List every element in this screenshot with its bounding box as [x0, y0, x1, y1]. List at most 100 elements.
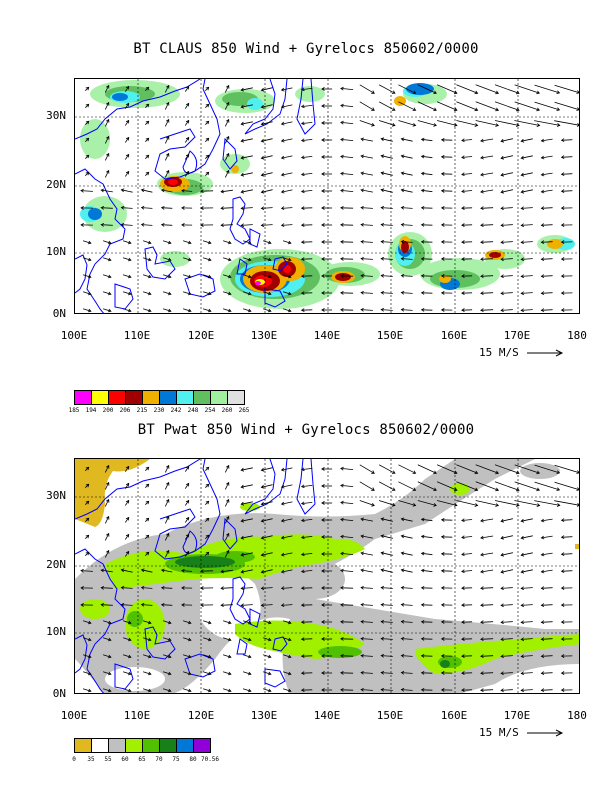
- wind-vector: [260, 552, 273, 557]
- wind-vector: [380, 205, 393, 210]
- wind-vector: [142, 654, 152, 659]
- colorbar-label: 60: [121, 756, 129, 763]
- wind-vector: [360, 602, 373, 607]
- wind-vector: [104, 549, 110, 558]
- wind-vector: [560, 671, 573, 675]
- wind-vector: [262, 637, 272, 642]
- wind-vector: [554, 84, 579, 94]
- wind-vector: [360, 534, 373, 539]
- coastline-segment: [236, 638, 248, 655]
- wind-vector: [380, 636, 393, 641]
- wind-vector: [340, 534, 354, 539]
- wind-vector: [300, 501, 313, 506]
- wind-vector: [420, 154, 433, 159]
- wind-vector: [340, 103, 354, 108]
- wind-vector: [440, 620, 453, 624]
- wind-vector: [282, 257, 292, 262]
- wind-vector: [164, 84, 170, 93]
- wind-vector: [282, 274, 292, 279]
- wind-vector: [222, 654, 232, 659]
- wind-vector: [475, 500, 500, 507]
- colorbar-label: 65: [138, 756, 146, 763]
- wind-vector: [100, 205, 113, 210]
- wind-vector: [560, 138, 573, 143]
- colorbar-swatch: [227, 390, 245, 405]
- wind-vector: [142, 291, 152, 296]
- wind-vector: [534, 464, 561, 474]
- wind-vector: [480, 172, 494, 177]
- wind-vector: [142, 620, 152, 625]
- wind-vector: [262, 257, 272, 262]
- wind-vector: [182, 274, 192, 279]
- wind-vector: [85, 551, 90, 556]
- coastline-segment: [249, 608, 261, 628]
- colorbar-label: 80: [189, 756, 197, 763]
- wind-vector: [420, 222, 433, 227]
- wind-vector: [181, 206, 193, 210]
- wind-vector: [102, 688, 112, 693]
- wind-vector: [514, 500, 541, 507]
- lon-label-100e: 100E: [60, 709, 88, 722]
- pwat-map: [75, 459, 579, 693]
- wind-vector: [280, 569, 293, 574]
- wind-vector: [475, 84, 500, 95]
- wind-vector: [80, 568, 93, 573]
- wind-vector: [142, 274, 152, 279]
- wind-vector: [145, 171, 150, 176]
- wind-vector: [340, 290, 354, 295]
- wind-vector: [300, 172, 313, 177]
- wind-vector: [184, 465, 190, 472]
- wind-vector: [540, 586, 553, 591]
- wind-vector: [340, 653, 354, 658]
- wind-vector: [380, 222, 393, 227]
- wind-vector: [321, 206, 333, 210]
- wind-vector: [440, 274, 453, 278]
- wind-vector: [520, 586, 533, 591]
- wind-vector: [321, 620, 333, 624]
- wind-vector: [140, 568, 153, 573]
- wind-vector: [378, 500, 396, 507]
- wind-vector: [380, 653, 393, 658]
- wind-vector: [440, 308, 453, 312]
- lon-label-120e: 120E: [187, 329, 215, 342]
- wind-vector: [260, 484, 273, 489]
- wind-vector: [200, 223, 214, 227]
- wind-vector: [520, 569, 533, 574]
- wind-vector: [494, 464, 520, 475]
- wind-vector: [162, 308, 172, 313]
- wind-vector: [475, 464, 500, 475]
- wind-vector: [340, 602, 354, 607]
- reference-arrow-icon: [527, 349, 564, 357]
- wind-vector: [240, 104, 253, 109]
- wind-vector: [202, 671, 212, 676]
- wind-vector: [560, 637, 573, 641]
- wind-vector: [242, 637, 252, 642]
- wind-vector: [142, 688, 152, 693]
- reference-vector-label: 15 M/S: [479, 726, 519, 739]
- wind-vector: [145, 120, 150, 125]
- wind-vector: [160, 585, 173, 590]
- wind-vector: [400, 137, 413, 142]
- wind-vector: [85, 500, 90, 505]
- wind-vector: [120, 585, 133, 590]
- wind-vector: [520, 603, 533, 608]
- wind-vector: [162, 274, 172, 279]
- wind-vector: [378, 84, 396, 94]
- wind-vector: [540, 688, 553, 693]
- wind-vector: [560, 620, 573, 624]
- coastline-segment: [182, 150, 198, 174]
- wind-vector: [164, 481, 170, 490]
- wind-vector: [260, 518, 273, 523]
- wind-vector: [480, 189, 494, 194]
- wind-vector: [282, 308, 292, 313]
- wind-vector: [380, 239, 393, 244]
- wind-vector: [560, 552, 573, 557]
- claus-colorbar: [74, 390, 245, 405]
- wind-vector: [500, 155, 513, 160]
- coastline-segment: [264, 668, 286, 688]
- wind-vector: [560, 518, 573, 523]
- wind-vector: [184, 119, 190, 126]
- wind-vector: [280, 552, 293, 557]
- coastline-segment: [75, 459, 201, 520]
- wind-vector: [440, 586, 453, 590]
